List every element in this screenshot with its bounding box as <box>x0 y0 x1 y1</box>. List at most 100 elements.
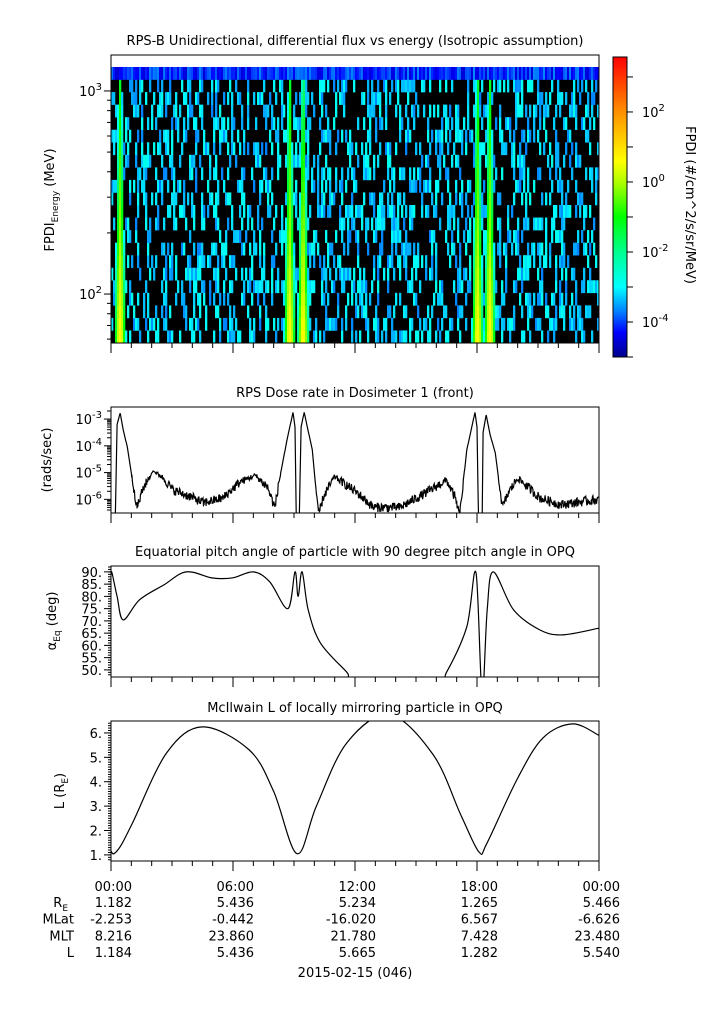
spectrogram-cell <box>113 280 116 294</box>
spectrogram-cell <box>185 317 188 331</box>
spectrogram-cell <box>357 255 360 269</box>
spectrogram-cell <box>285 66 288 80</box>
spectrogram-cell <box>307 242 310 256</box>
spectrogram-cell <box>477 317 480 331</box>
spectrogram-cell <box>495 305 498 319</box>
spectrogram-cell <box>539 292 542 306</box>
spectrogram-cell <box>227 66 230 80</box>
spectrogram-cell <box>137 66 140 80</box>
spectrogram-cell <box>233 117 236 131</box>
spectrogram-cell <box>465 242 468 256</box>
spectrogram-cell <box>475 330 478 344</box>
spectrogram-cell <box>231 317 234 331</box>
spectrogram-cell <box>289 217 292 231</box>
spectrogram-cell <box>577 305 580 319</box>
spectrogram-cell <box>357 280 360 294</box>
spectrogram-cell <box>253 317 256 331</box>
spectrogram-cell <box>465 217 468 231</box>
spectrogram-cell <box>213 66 216 80</box>
spectrogram-cell <box>351 142 354 156</box>
spectrogram-cell <box>445 79 448 93</box>
spectrogram-cell <box>331 66 334 80</box>
spectrogram-cell <box>169 154 172 168</box>
spectrogram-cell <box>309 317 312 331</box>
spectrogram-cell <box>491 192 494 206</box>
spectrogram-cell <box>297 317 300 331</box>
spectrogram-cell <box>203 129 206 143</box>
spectrogram-cell <box>427 330 430 344</box>
spectrogram-cell <box>523 167 526 181</box>
spectrogram-cell <box>517 79 520 93</box>
spectrogram-cell <box>329 167 332 181</box>
spectrogram-cell <box>483 104 486 118</box>
spectrogram-cell <box>287 66 290 80</box>
spectrogram-cell <box>585 167 588 181</box>
spectrogram-cell <box>581 230 584 243</box>
spectrogram-cell <box>297 330 300 344</box>
spectrogram-cell <box>279 79 282 93</box>
spectrogram-cell <box>521 230 524 243</box>
spectrogram-cell <box>325 154 328 168</box>
spectrogram-cell <box>229 79 232 93</box>
colorbar-tick-label: 10-4 <box>642 313 669 331</box>
spectrogram-cell <box>227 117 230 131</box>
ephemeris-value: 5.540 <box>583 946 620 961</box>
spectrogram-cell <box>175 104 178 118</box>
spectrogram-cell <box>453 242 456 256</box>
spectrogram-cell <box>293 154 296 168</box>
spectrogram-cell <box>123 142 126 156</box>
spectrogram-cell <box>239 230 242 243</box>
spectrogram-cell <box>369 129 372 143</box>
spectrogram-cell <box>441 317 444 331</box>
spectrogram-cell <box>153 267 156 281</box>
spectrogram-cell <box>239 66 242 80</box>
spectrogram-cell <box>253 230 256 243</box>
spectrogram-cell <box>181 292 184 306</box>
spectrogram-cell <box>327 255 330 269</box>
spectrogram-cell <box>305 79 308 93</box>
spectrogram-cell <box>121 330 124 344</box>
spectrogram-cell <box>387 255 390 269</box>
spectrogram-cell <box>465 129 468 143</box>
spectrogram-cell <box>591 92 594 105</box>
spectrogram-cell <box>405 267 408 281</box>
spectrogram-cell <box>393 66 396 80</box>
spectrogram-cell <box>519 267 522 281</box>
spectrogram-cell <box>551 217 554 231</box>
spectrogram-cell <box>123 317 126 331</box>
spectrogram-cell <box>297 305 300 319</box>
spectrogram-cell <box>437 104 440 118</box>
spectrogram-cell <box>437 179 440 193</box>
spectrogram-cell <box>553 117 556 131</box>
spectrogram-cell <box>135 317 138 331</box>
spectrogram-cell <box>529 292 532 306</box>
spectrogram-cell <box>233 305 236 319</box>
spectrogram-cell <box>217 117 220 131</box>
spectrogram-cell <box>397 204 400 218</box>
spectrogram-cell <box>407 117 410 131</box>
spectrogram-cell <box>523 179 526 193</box>
spectrogram-cell <box>335 167 338 181</box>
spectrogram-cell <box>517 230 520 243</box>
spectrogram-cell <box>361 92 364 105</box>
spectrogram-cell <box>503 66 506 80</box>
spectrogram-cell <box>471 317 474 331</box>
spectrogram-cell <box>505 242 508 256</box>
spectrogram-cell <box>335 92 338 105</box>
spectrogram-cell <box>121 292 124 306</box>
spectrogram-cell <box>477 104 480 118</box>
spectrogram-cell <box>225 66 228 80</box>
spectrogram-cell <box>287 317 290 331</box>
spectrogram-cell <box>113 142 116 156</box>
spectrogram-cell <box>511 242 514 256</box>
spectrogram-cell <box>215 154 218 168</box>
spectrogram-cell <box>389 66 392 80</box>
spectrogram-cell <box>313 242 316 256</box>
spectrogram-cell <box>117 142 120 156</box>
spectrogram-cell <box>117 204 120 218</box>
spectrogram-cell <box>329 204 332 218</box>
spectrogram-cell <box>289 192 292 206</box>
spectrogram-cell <box>553 204 556 218</box>
spectrogram-cell <box>321 192 324 206</box>
spectrogram-cell <box>287 192 290 206</box>
